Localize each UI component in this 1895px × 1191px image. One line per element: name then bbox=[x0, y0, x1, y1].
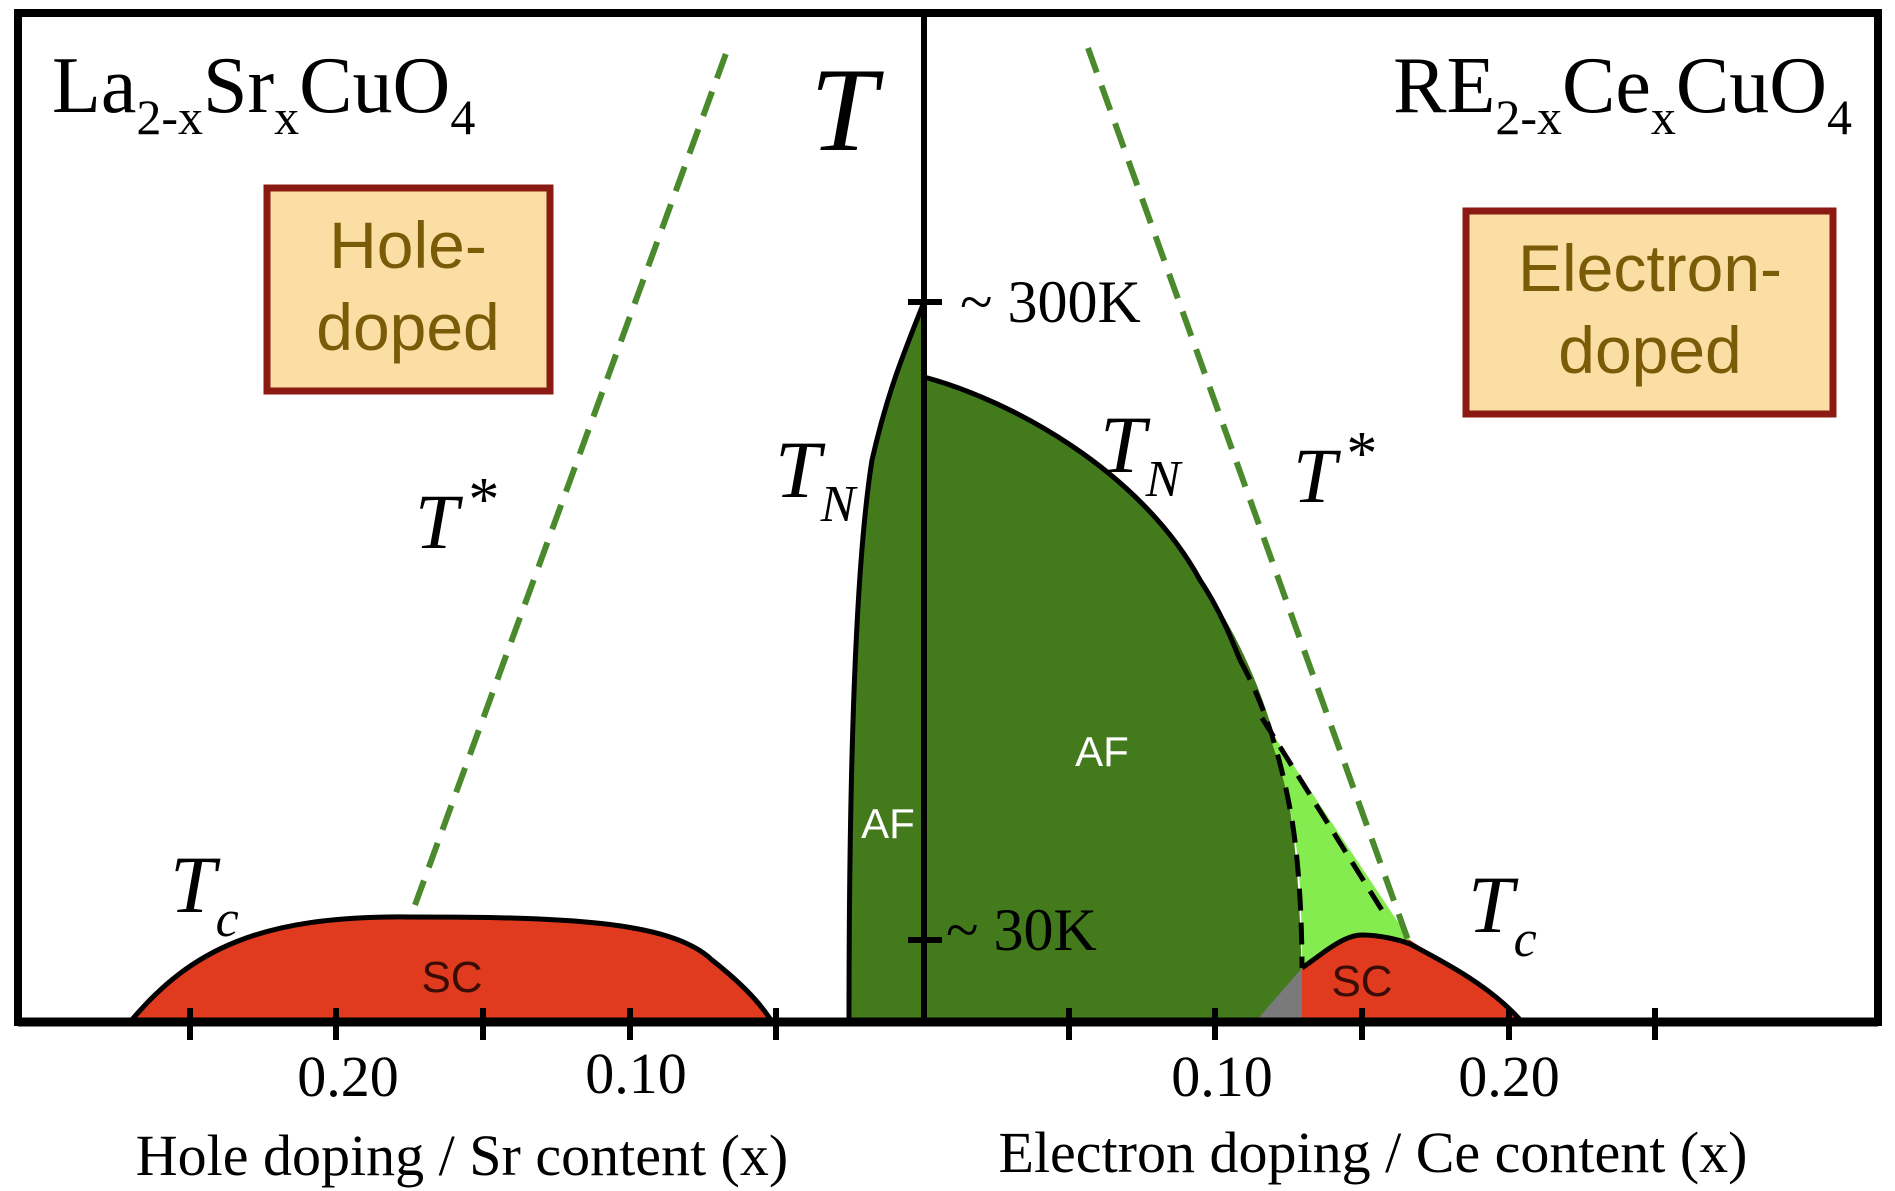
af-region-hole bbox=[849, 302, 924, 1022]
hole-doped-box: Hole- doped bbox=[263, 184, 554, 395]
mark-30k-label: ~ 30K bbox=[946, 897, 1097, 963]
hole-doped-line1: Hole- bbox=[329, 208, 487, 282]
t-star-label-hole: T * bbox=[415, 466, 499, 565]
tn-line-electron-dashed bbox=[1237, 658, 1305, 969]
hole-doped-line2: doped bbox=[316, 290, 500, 364]
x-ticks bbox=[187, 1008, 1658, 1040]
tick-label-electron-0.20: 0.20 bbox=[1458, 1044, 1560, 1109]
tc-dome-electron-outline bbox=[1300, 932, 1524, 1024]
af-label-electron: AF bbox=[1075, 728, 1129, 775]
electron-doped-line1: Electron- bbox=[1518, 231, 1782, 305]
tc-label-electron: Tc bbox=[1468, 859, 1537, 968]
tn-line-hole bbox=[846, 301, 927, 1023]
tc-label-hole: Tc bbox=[170, 839, 239, 948]
af-label-hole: AF bbox=[861, 800, 915, 847]
tick-label-hole-0.20: 0.20 bbox=[297, 1044, 399, 1109]
sc-dome-hole bbox=[130, 916, 772, 1022]
sc-dome-electron bbox=[1302, 935, 1522, 1022]
sc-label-hole: SC bbox=[421, 953, 482, 1002]
tick-label-electron-0.10: 0.10 bbox=[1171, 1044, 1273, 1109]
mark-300k-label: ~ 300K bbox=[960, 269, 1141, 335]
overlap-wedge bbox=[1255, 968, 1302, 1022]
formula-hole: La2-xSrxCuO4 bbox=[52, 42, 475, 145]
tick-label-hole-0.10: 0.10 bbox=[585, 1041, 687, 1106]
tn-label-hole: TN bbox=[775, 424, 859, 533]
t-star-line-hole bbox=[412, 46, 731, 907]
xlabel-electron: Electron doping / Ce content (x) bbox=[999, 1120, 1748, 1185]
t-star-label-electron: T * bbox=[1293, 420, 1377, 519]
temperature-axis-label: T bbox=[810, 43, 884, 176]
tn-label-electron: TN bbox=[1100, 399, 1184, 508]
electron-doped-line2: doped bbox=[1558, 313, 1742, 387]
xlabel-hole: Hole doping / Sr content (x) bbox=[136, 1123, 788, 1188]
sc-label-electron: SC bbox=[1331, 957, 1392, 1006]
af-region-electron bbox=[924, 377, 1302, 1022]
tn-line-electron bbox=[923, 374, 1243, 661]
af-boundary-dashed bbox=[1259, 716, 1388, 917]
tc-dome-hole-outline bbox=[128, 914, 775, 1024]
electron-doped-box: Electron- doped bbox=[1462, 207, 1837, 418]
formula-electron: RE2-xCexCuO4 bbox=[1393, 42, 1852, 145]
